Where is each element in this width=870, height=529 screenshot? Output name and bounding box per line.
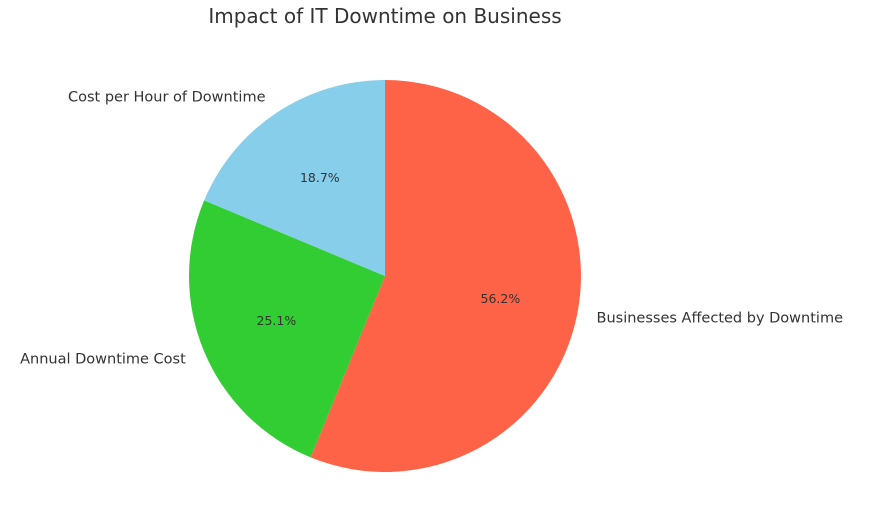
pie-slice-2 xyxy=(189,200,385,458)
chart-title: Impact of IT Downtime on Business xyxy=(208,4,561,28)
slice-label-2: Annual Downtime Cost xyxy=(20,352,186,368)
slice-label-1: Businesses Affected by Downtime xyxy=(597,311,844,327)
pie-slices xyxy=(189,80,581,472)
slice-label-3: Cost per Hour of Downtime xyxy=(68,90,266,106)
slice-percent-1: 56.2% xyxy=(481,291,521,306)
slice-percent-3: 18.7% xyxy=(300,170,340,185)
slice-percent-2: 25.1% xyxy=(257,313,297,328)
pie-slice-3 xyxy=(204,80,385,276)
pie-slice-1 xyxy=(310,80,581,472)
pie-labels: Businesses Affected by Downtime 56.2% Annu… xyxy=(20,90,843,368)
